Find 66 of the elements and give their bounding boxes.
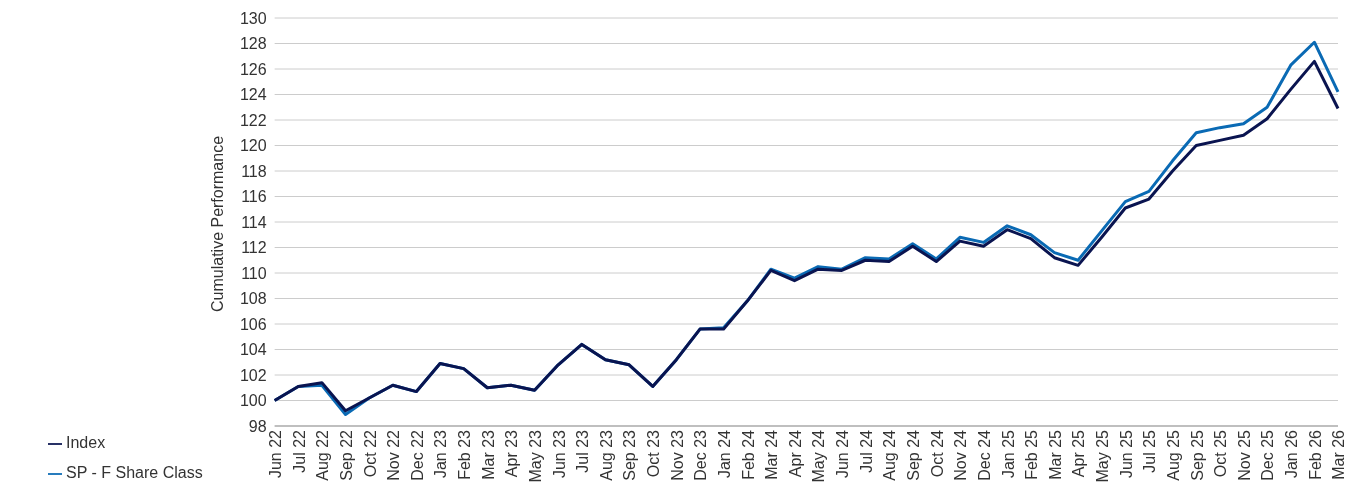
x-tick-label: Mar 23 [479,429,497,480]
y-tick-label: 106 [239,315,267,333]
y-tick-label: 126 [239,60,267,78]
x-tick-label: Jan 26 [1283,429,1301,479]
x-tick-label: May 25 [1094,429,1112,483]
x-tick-label: Jun 23 [550,429,568,479]
x-tick-label: Sep 23 [621,429,639,481]
x-tick-label: Oct 24 [928,429,946,478]
y-tick-label: 122 [239,111,267,129]
x-tick-label: Sep 25 [1188,429,1206,481]
x-tick-label: Oct 22 [361,429,379,478]
y-tick-label: 116 [241,188,267,206]
x-tick-label: Feb 23 [456,429,474,480]
y-tick-label: 130 [239,9,267,27]
x-tick-label: Mar 26 [1330,429,1348,480]
x-tick-label: Mar 24 [763,429,781,480]
x-tick-label: Jul 23 [574,429,592,473]
x-tick-label: Sep 22 [337,429,355,481]
x-tick-label: Jan 25 [999,429,1017,479]
y-tick-label: 100 [239,392,267,410]
x-tick-label: Aug 23 [597,429,615,481]
x-tick-label: Jul 22 [290,429,308,473]
x-tick-label: Aug 25 [1164,429,1182,481]
x-tick-label: Dec 23 [692,429,710,481]
x-tick-label: Jul 24 [857,429,875,473]
x-tick-label: Apr 25 [1070,429,1088,478]
x-tick-label: Apr 23 [503,429,521,478]
x-tick-label: Nov 25 [1235,429,1253,481]
x-tick-label: Feb 24 [739,429,757,480]
y-tick-label: 118 [241,162,267,180]
x-tick-label: Dec 24 [975,429,993,481]
x-tick-label: Aug 22 [314,429,332,481]
x-tick-label: Nov 23 [668,429,686,481]
x-tick-label: Feb 26 [1306,429,1324,480]
x-tick-label: Jun 25 [1117,429,1135,479]
x-tick-label: Mar 25 [1046,429,1064,480]
x-tick-label: Nov 22 [385,429,403,481]
legend-label: Index [66,434,106,451]
x-tick-label: Oct 25 [1212,429,1230,478]
y-tick-label: 104 [239,341,267,359]
y-axis-title: Cumulative Performance [209,135,227,312]
x-tick-label: Jul 25 [1141,429,1159,473]
y-tick-label: 124 [239,86,267,104]
y-tick-label: 120 [239,137,267,155]
x-tick-label: Jan 23 [432,429,450,479]
x-tick-label: Jun 22 [267,429,284,479]
x-tick-label: May 23 [526,429,544,483]
y-tick-label: 112 [241,239,267,257]
x-tick-label: Apr 24 [786,429,804,478]
x-tick-label: Dec 22 [408,429,426,481]
y-tick-label: 108 [239,290,267,308]
y-tick-label: 98 [248,417,267,435]
x-tick-label: Feb 25 [1023,429,1041,480]
x-tick-label: Jun 24 [834,429,852,479]
x-tick-label: Nov 24 [952,429,970,481]
y-tick-label: 114 [241,213,267,231]
y-tick-label: 102 [239,366,267,384]
x-tick-label: Sep 24 [905,429,923,481]
x-tick-label: Aug 24 [881,429,899,481]
x-tick-label: Oct 23 [645,429,663,478]
y-tick-label: 128 [239,35,267,53]
y-tick-label: 110 [241,264,267,282]
x-tick-label: May 24 [810,429,828,483]
legend-label: SP - F Share Class [66,464,203,481]
x-tick-label: Dec 25 [1259,429,1277,481]
x-tick-label: Jan 24 [715,429,733,479]
